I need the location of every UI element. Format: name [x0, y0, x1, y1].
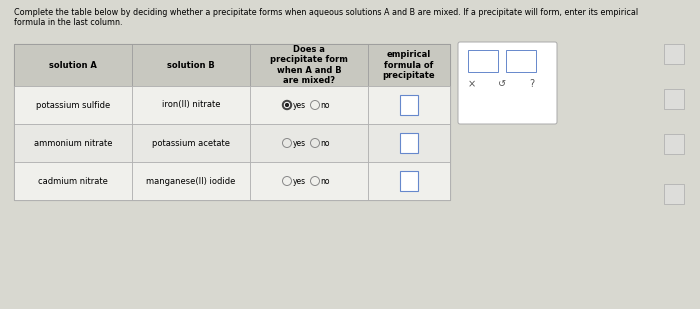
Text: solution B: solution B [167, 61, 215, 70]
FancyBboxPatch shape [400, 171, 418, 191]
FancyBboxPatch shape [132, 44, 250, 86]
FancyBboxPatch shape [664, 184, 684, 204]
FancyBboxPatch shape [132, 162, 250, 200]
Text: ?: ? [529, 79, 535, 89]
Circle shape [286, 104, 288, 106]
Text: no: no [321, 176, 330, 185]
Text: yes: yes [293, 138, 306, 147]
FancyBboxPatch shape [14, 44, 132, 86]
FancyBboxPatch shape [468, 50, 498, 72]
FancyBboxPatch shape [250, 86, 368, 124]
FancyBboxPatch shape [14, 162, 132, 200]
Circle shape [283, 100, 291, 109]
FancyBboxPatch shape [132, 86, 250, 124]
Text: potassium acetate: potassium acetate [152, 138, 230, 147]
Text: iron(II) nitrate: iron(II) nitrate [162, 100, 220, 109]
FancyBboxPatch shape [368, 124, 450, 162]
FancyBboxPatch shape [250, 44, 368, 86]
FancyBboxPatch shape [506, 50, 536, 72]
Text: yes: yes [293, 100, 306, 109]
Text: no: no [321, 138, 330, 147]
FancyBboxPatch shape [458, 42, 557, 124]
Text: ammonium nitrate: ammonium nitrate [34, 138, 112, 147]
Text: cadmium nitrate: cadmium nitrate [38, 176, 108, 185]
Text: empirical
formula of
precipitate: empirical formula of precipitate [383, 50, 435, 80]
FancyBboxPatch shape [14, 124, 132, 162]
FancyBboxPatch shape [400, 133, 418, 153]
Text: no: no [321, 100, 330, 109]
Text: potassium sulfide: potassium sulfide [36, 100, 110, 109]
FancyBboxPatch shape [132, 124, 250, 162]
Text: solution A: solution A [49, 61, 97, 70]
FancyBboxPatch shape [250, 124, 368, 162]
FancyBboxPatch shape [664, 134, 684, 154]
FancyBboxPatch shape [368, 86, 450, 124]
FancyBboxPatch shape [368, 162, 450, 200]
Circle shape [284, 103, 290, 108]
FancyBboxPatch shape [664, 89, 684, 109]
FancyBboxPatch shape [664, 44, 684, 64]
FancyBboxPatch shape [400, 95, 418, 115]
Text: yes: yes [293, 176, 306, 185]
Text: Does a
precipitate form
when A and B
are mixed?: Does a precipitate form when A and B are… [270, 45, 348, 85]
Text: manganese(II) iodide: manganese(II) iodide [146, 176, 236, 185]
FancyBboxPatch shape [14, 44, 450, 200]
Text: Complete the table below by deciding whether a precipitate forms when aqueous so: Complete the table below by deciding whe… [14, 8, 638, 28]
FancyBboxPatch shape [250, 162, 368, 200]
FancyBboxPatch shape [14, 86, 132, 124]
Text: ↺: ↺ [498, 79, 506, 89]
Text: ×: × [468, 79, 476, 89]
FancyBboxPatch shape [368, 44, 450, 86]
